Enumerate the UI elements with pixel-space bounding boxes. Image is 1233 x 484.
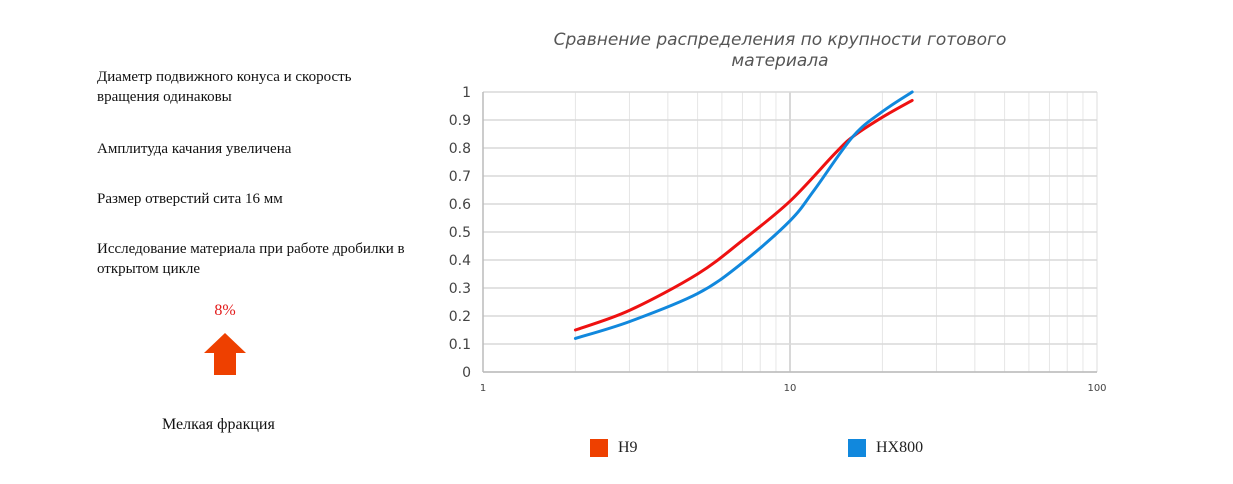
y-tick-label: 0.2 [449, 309, 471, 325]
note-3: Размер отверстий сита 16 мм [97, 191, 283, 207]
y-tick-label: 0.6 [449, 197, 471, 213]
legend-swatch [848, 439, 866, 457]
y-tick-label: 1 [462, 85, 471, 101]
series-line-h9 [573, 98, 914, 332]
y-tick-label: 0.9 [449, 113, 471, 129]
y-tick-label: 0.7 [449, 169, 471, 185]
legend-item-hx800: HX800 [848, 439, 923, 457]
note-2: Амплитуда качания увеличена [97, 141, 292, 157]
y-tick-label: 0.1 [449, 337, 471, 353]
y-tick-label: 0.8 [449, 141, 471, 157]
y-tick-label: 0.5 [449, 225, 471, 241]
indicator-label: Мелкая фракция [162, 416, 275, 433]
y-tick-label: 0.3 [449, 281, 471, 297]
y-tick-label: 0 [462, 365, 471, 381]
legend-swatch [590, 439, 608, 457]
x-tick-label: 10 [784, 383, 797, 394]
x-tick-label: 100 [1087, 383, 1106, 394]
legend-item-h9: H9 [590, 439, 638, 457]
arrow-up-icon [204, 333, 246, 375]
series-line-hx800 [573, 90, 914, 340]
y-tick-label: 0.4 [449, 253, 471, 269]
indicator-value: 8% [214, 302, 236, 319]
legend-label: H9 [618, 439, 638, 456]
legend-label: HX800 [876, 439, 924, 456]
x-tick-label: 1 [480, 383, 486, 394]
note-4: Исследование материала при работе дробил… [97, 241, 405, 277]
note-1: Диаметр подвижного конуса и скорость вра… [97, 69, 352, 105]
chart-title: Сравнение распределения по крупности гот… [553, 30, 1007, 71]
